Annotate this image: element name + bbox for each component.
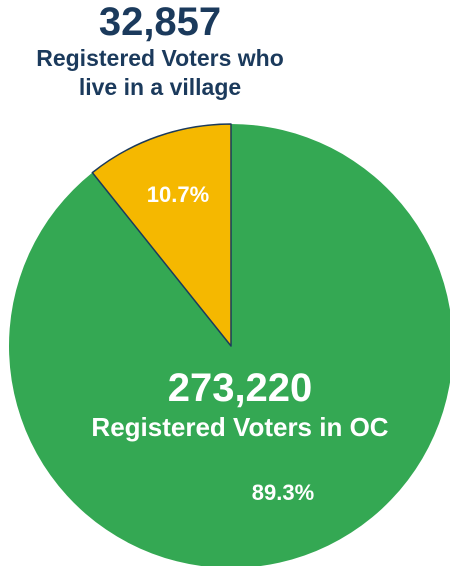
oc-callout: 273,220 Registered Voters in OC [55,365,425,443]
village-label-line2: live in a village [78,74,242,100]
village-value: 32,857 [98,0,222,44]
oc-value: 273,220 [167,366,313,410]
village-percent-label: 10.7% [146,182,210,207]
village-label-line1: Registered Voters who [36,45,284,71]
oc-label: Registered Voters in OC [91,412,389,442]
pie-slices [9,123,450,566]
pie-slice-village [91,123,232,347]
oc-percent-label: 89.3% [251,480,315,505]
village-callout: 32,857 Registered Voters who live in a v… [0,0,320,102]
